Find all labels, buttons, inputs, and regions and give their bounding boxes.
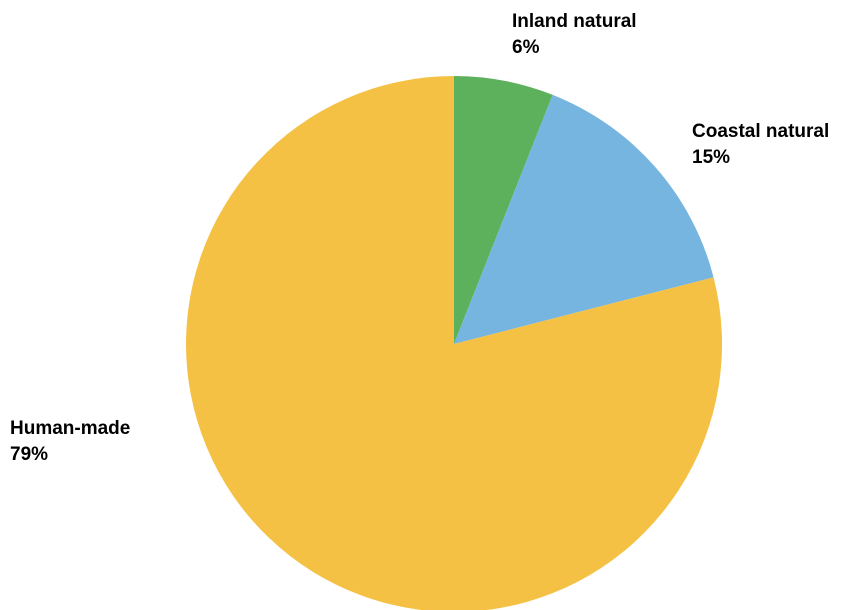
pie-slice-coastal-natural [454,94,714,344]
slice-name-human-made: Human-made [10,418,131,439]
pie-slices [186,76,722,610]
slice-value-coastal-natural: 15% [692,147,731,168]
slice-name-inland-natural: Inland natural [512,11,637,32]
slice-value-inland-natural: 6% [512,37,540,58]
pie-slice-human-made [186,76,722,610]
slice-name-coastal-natural: Coastal natural [692,121,830,142]
slice-value-human-made: 79% [10,444,49,465]
slice-label-human-made: Human-made 79% [10,416,130,468]
pie-slice-inland-natural [454,76,553,344]
slice-label-coastal-natural: Coastal natural 15% [692,119,829,171]
slice-label-inland-natural: Inland natural 6% [512,9,637,61]
